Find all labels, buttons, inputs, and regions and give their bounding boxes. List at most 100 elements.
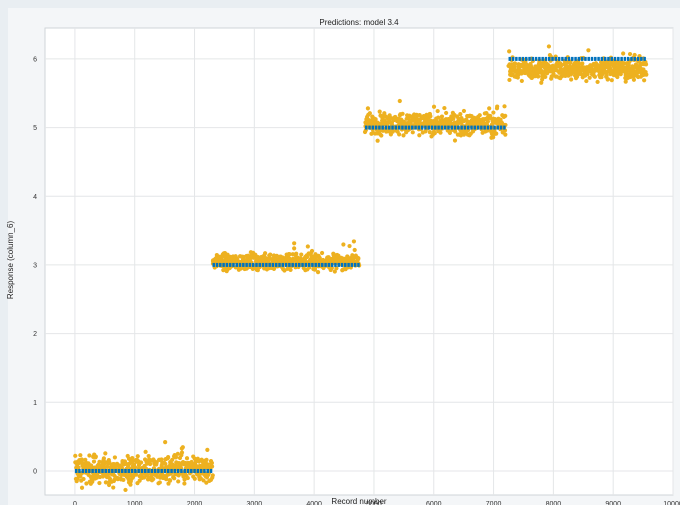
true-response-point — [130, 468, 134, 473]
predicted-point — [184, 456, 190, 461]
true-response-point — [463, 125, 467, 130]
predicted-point — [91, 459, 97, 464]
true-response-point — [337, 262, 340, 267]
true-response-point — [117, 468, 121, 473]
true-response-point — [176, 468, 180, 473]
y-axis-label: Response (column_6) — [6, 221, 15, 300]
predicted-point — [292, 241, 297, 246]
predicted-point — [331, 252, 336, 257]
predicted-point — [123, 487, 128, 493]
true-response-point — [255, 262, 258, 267]
true-response-point — [167, 468, 170, 473]
true-response-point — [278, 262, 281, 267]
true-response-point — [180, 468, 183, 473]
predicted-point — [487, 106, 492, 111]
predicted-point — [76, 465, 81, 470]
predicted-point — [397, 98, 402, 104]
predicted-point — [494, 131, 499, 136]
predicted-point — [595, 79, 600, 85]
true-response-point — [368, 125, 371, 130]
predicted-point — [146, 453, 151, 459]
true-response-point — [480, 125, 483, 130]
true-response-point — [460, 125, 463, 130]
true-response-point — [407, 125, 411, 130]
predicted-point — [543, 74, 548, 80]
true-response-point — [212, 262, 215, 267]
predicted-point — [453, 129, 458, 134]
predicted-point — [105, 464, 110, 469]
predicted-point — [166, 454, 171, 460]
predicted-point — [268, 252, 273, 257]
y-tick-label: 1 — [33, 400, 37, 407]
true-response-point — [643, 56, 646, 61]
x-tick-label: 7000 — [486, 501, 502, 505]
predicted-point — [154, 460, 159, 465]
true-response-point — [511, 56, 515, 61]
x-tick-label: 0 — [73, 501, 77, 505]
true-response-point — [440, 125, 444, 130]
true-response-point — [206, 468, 209, 473]
true-response-point — [450, 125, 454, 130]
predicted-point — [621, 51, 626, 56]
true-response-point — [515, 56, 518, 61]
predicted-point — [604, 73, 609, 78]
true-response-point — [636, 56, 640, 61]
predicted-point — [461, 108, 467, 114]
true-response-point — [381, 125, 384, 130]
predicted-point — [176, 479, 181, 484]
predicted-point — [495, 104, 500, 109]
predicted-point — [75, 476, 80, 481]
true-response-point — [640, 56, 643, 61]
true-response-point — [288, 262, 291, 267]
predicted-point — [157, 480, 162, 485]
predicted-point — [452, 138, 458, 143]
true-response-point — [251, 262, 255, 267]
true-response-point — [203, 468, 206, 473]
true-response-point — [344, 262, 347, 267]
predicted-point — [101, 456, 106, 461]
y-tick-label: 6 — [33, 56, 37, 63]
true-response-point — [571, 56, 574, 61]
x-tick-label: 1000 — [127, 501, 143, 505]
predicted-point — [507, 49, 512, 54]
predicted-point — [132, 465, 138, 470]
true-response-point — [620, 56, 623, 61]
predicted-point — [299, 252, 304, 257]
predicted-point — [347, 243, 352, 249]
predicted-point — [182, 477, 187, 482]
true-response-point — [541, 56, 544, 61]
y-tick-label: 3 — [33, 262, 37, 269]
predicted-point — [410, 130, 415, 135]
y-tick-label: 4 — [33, 194, 37, 201]
true-response-point — [534, 56, 538, 61]
predicted-point — [179, 450, 185, 455]
predicted-point — [458, 112, 463, 117]
true-response-point — [600, 56, 604, 61]
y-axis-ticks: 0 1 2 3 4 5 6 — [33, 56, 37, 475]
chart-title: Predictions: model 3.4 — [319, 18, 399, 27]
predicted-point — [397, 132, 402, 137]
true-response-point — [453, 125, 457, 130]
predicted-point — [292, 246, 297, 251]
true-response-point — [97, 468, 101, 473]
predicted-point — [159, 457, 164, 462]
true-response-point — [170, 468, 173, 473]
predicted-point — [309, 248, 315, 254]
true-response-point — [134, 468, 137, 473]
true-response-point — [466, 125, 470, 130]
predicted-point — [432, 131, 437, 136]
predicted-point — [135, 454, 140, 459]
true-response-point — [353, 262, 357, 267]
true-response-point — [124, 468, 127, 473]
true-response-point — [594, 56, 597, 61]
predicted-point — [79, 485, 85, 490]
x-axis-ticks: 0 1000 2000 3000 4000 5000 6000 7000 8000 9000 100… — [73, 501, 680, 505]
predicted-point — [103, 480, 108, 485]
true-response-point — [238, 262, 242, 267]
predicted-point — [121, 477, 126, 482]
predicted-point — [356, 256, 361, 261]
predicted-point — [632, 52, 637, 58]
true-response-point — [215, 262, 219, 267]
predicted-point — [502, 104, 507, 109]
